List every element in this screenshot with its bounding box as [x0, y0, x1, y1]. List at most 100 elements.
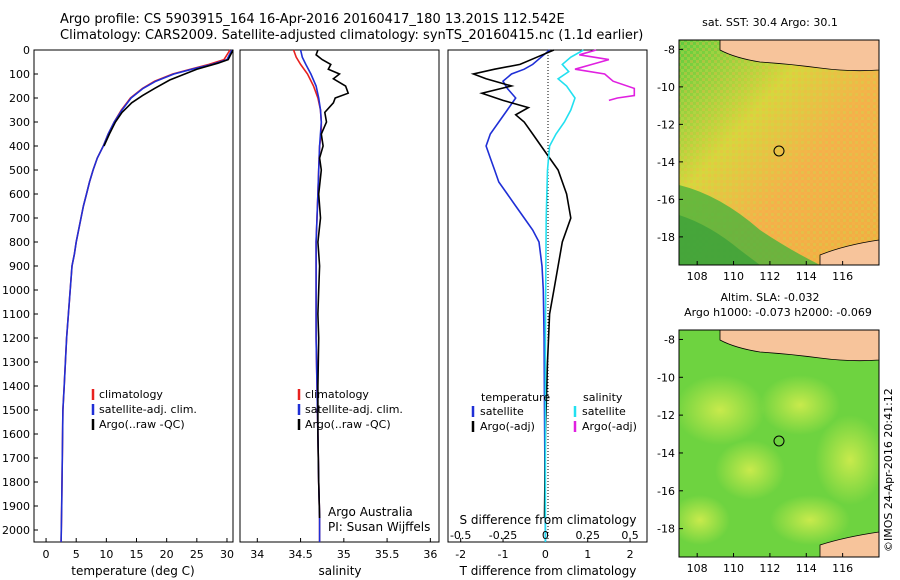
sst-map-title: sat. SST: 30.4 Argo: 30.1: [702, 16, 838, 29]
temperature-xlabel: temperature (deg C): [71, 564, 194, 578]
x-tick-label: 0: [43, 548, 50, 561]
sst-map: sat. SST: 30.4 Argo: 30.1 -8 -10 -12 -14 -16…: [657, 16, 880, 283]
temperature-panel: 0100200300400500600700800900100011001200…: [2, 44, 234, 578]
lon-tick-label: 114: [796, 562, 817, 575]
lon-tick-label: 112: [759, 562, 780, 575]
y-tick-label: 200: [9, 92, 30, 105]
lon-tick-label: 116: [832, 270, 853, 283]
x-tick-label: 10: [99, 548, 113, 561]
x-tick-label: -1: [498, 548, 509, 561]
argo-owner-label: Argo Australia: [328, 505, 413, 519]
argo-location-marker: [773, 145, 785, 157]
lon-tick-label: 116: [832, 562, 853, 575]
lat-tick-label: -14: [657, 156, 675, 169]
argo-location-marker-sla: [773, 435, 785, 447]
lat-tick-label: -10: [657, 81, 675, 94]
legend-title-salinity: salinity: [583, 391, 623, 404]
salinity-plot-frame: [239, 49, 440, 543]
chart-title-line2: Climatology: CARS2009. Satellite-adjuste…: [60, 28, 644, 43]
legend-entry: climatology: [305, 388, 369, 401]
lon-tick-label: 108: [687, 270, 708, 283]
lat-tick-label: -12: [657, 409, 675, 422]
lat-tick-label: -16: [657, 485, 675, 498]
difference-panel: -2 -1 0 1 2 temperature salinitysatelliteArgo…: [447, 49, 648, 578]
legend-entry: satellite-adj. clim.: [99, 403, 197, 416]
series-line-temperature-argo-adj-: [470, 49, 572, 519]
legend-entry: Argo(..raw -QC): [305, 418, 391, 431]
series-line-argo-raw-qc-: [103, 49, 234, 147]
legend-entry: satellite-adj. clim.: [305, 403, 403, 416]
y-tick-label: 1500: [2, 404, 30, 417]
y-tick-label: 500: [9, 164, 30, 177]
x-tick-label: 35: [337, 548, 351, 561]
x-tick-label: 35.5: [375, 548, 400, 561]
series-line-argo-raw-qc-: [315, 49, 350, 519]
series-line-salinity-satellite: [544, 49, 584, 542]
s-x-tick-label: 0: [542, 529, 549, 542]
chart-title-line1: Argo profile: CS 5903915_164 16-Apr-2016…: [60, 12, 565, 27]
x-tick-label: -2: [455, 548, 466, 561]
lat-tick-label: -8: [664, 333, 675, 346]
y-tick-label: 400: [9, 140, 30, 153]
x-tick-label: 34.5: [288, 548, 313, 561]
y-tick-label: 1200: [2, 332, 30, 345]
t-difference-xlabel: T difference from climatology: [459, 564, 637, 578]
x-tick-label: 25: [190, 548, 204, 561]
x-tick-label: 30: [220, 548, 234, 561]
sla-map: Altim. SLA: -0.032 Argo h1000: -0.073 h2…: [657, 291, 880, 575]
y-tick-label: 100: [9, 68, 30, 81]
lat-tick-label: -14: [657, 447, 675, 460]
temperature-plot-frame: [33, 49, 234, 543]
series-line-temperature-satellite: [485, 49, 551, 543]
x-tick-label: 34: [250, 548, 264, 561]
y-tick-label: 1800: [2, 476, 30, 489]
lon-tick-label: 110: [723, 270, 744, 283]
y-tick-label: 600: [9, 188, 30, 201]
salinity-xlabel: salinity: [318, 564, 361, 578]
s-difference-xlabel: S difference from climatology: [460, 513, 637, 527]
series-line-salinity-argo-adj-: [574, 49, 636, 102]
s-x-tick-label: 0.5: [621, 529, 639, 542]
y-tick-label: 1100: [2, 308, 30, 321]
imos-timestamp: ©IMOS 24-Apr-2016 20:41:12: [882, 388, 895, 552]
legend-entry: climatology: [99, 388, 163, 401]
series-line-satellite-adj-clim-: [60, 49, 233, 543]
pi-label: PI: Susan Wijffels: [328, 520, 430, 534]
legend-entry: Argo(-adj): [480, 420, 535, 433]
lon-tick-label: 112: [759, 270, 780, 283]
lat-tick-label: -18: [657, 523, 675, 536]
lat-tick-label: -10: [657, 371, 675, 384]
lat-tick-label: -12: [657, 118, 675, 131]
y-tick-label: 700: [9, 212, 30, 225]
salinity-panel: 34 34.5 35 35.5 36 climatology satellite-adj.…: [239, 49, 440, 578]
s-x-tick-label: -0.5: [450, 529, 471, 542]
y-tick-label: 900: [9, 260, 30, 273]
s-x-tick-label: -0.25: [489, 529, 517, 542]
x-tick-label: 20: [160, 548, 174, 561]
y-tick-label: 2000: [2, 524, 30, 537]
x-tick-label: 2: [627, 548, 634, 561]
y-tick-label: 300: [9, 116, 30, 129]
lon-tick-label: 108: [687, 562, 708, 575]
y-tick-label: 1400: [2, 380, 30, 393]
x-tick-label: 0: [542, 548, 549, 561]
lat-tick-label: -8: [664, 43, 675, 56]
x-tick-label: 36: [423, 548, 437, 561]
x-tick-label: 5: [73, 548, 80, 561]
y-tick-label: 800: [9, 236, 30, 249]
sla-map-title-line2: Argo h1000: -0.073 h2000: -0.069: [684, 306, 872, 319]
legend-entry: satellite: [582, 405, 626, 418]
legend-entry: Argo(..raw -QC): [99, 418, 185, 431]
y-tick-label: 0: [23, 44, 30, 57]
y-tick-label: 1300: [2, 356, 30, 369]
x-tick-label: 1: [584, 548, 591, 561]
sla-map-title-line1: Altim. SLA: -0.032: [720, 291, 819, 304]
y-tick-label: 1900: [2, 500, 30, 513]
x-tick-label: 15: [130, 548, 144, 561]
legend-entry: Argo(-adj): [582, 420, 637, 433]
lat-tick-label: -18: [657, 231, 675, 244]
legend-title-temperature: temperature: [481, 391, 550, 404]
lon-tick-label: 114: [796, 270, 817, 283]
legend-entry: satellite: [480, 405, 524, 418]
